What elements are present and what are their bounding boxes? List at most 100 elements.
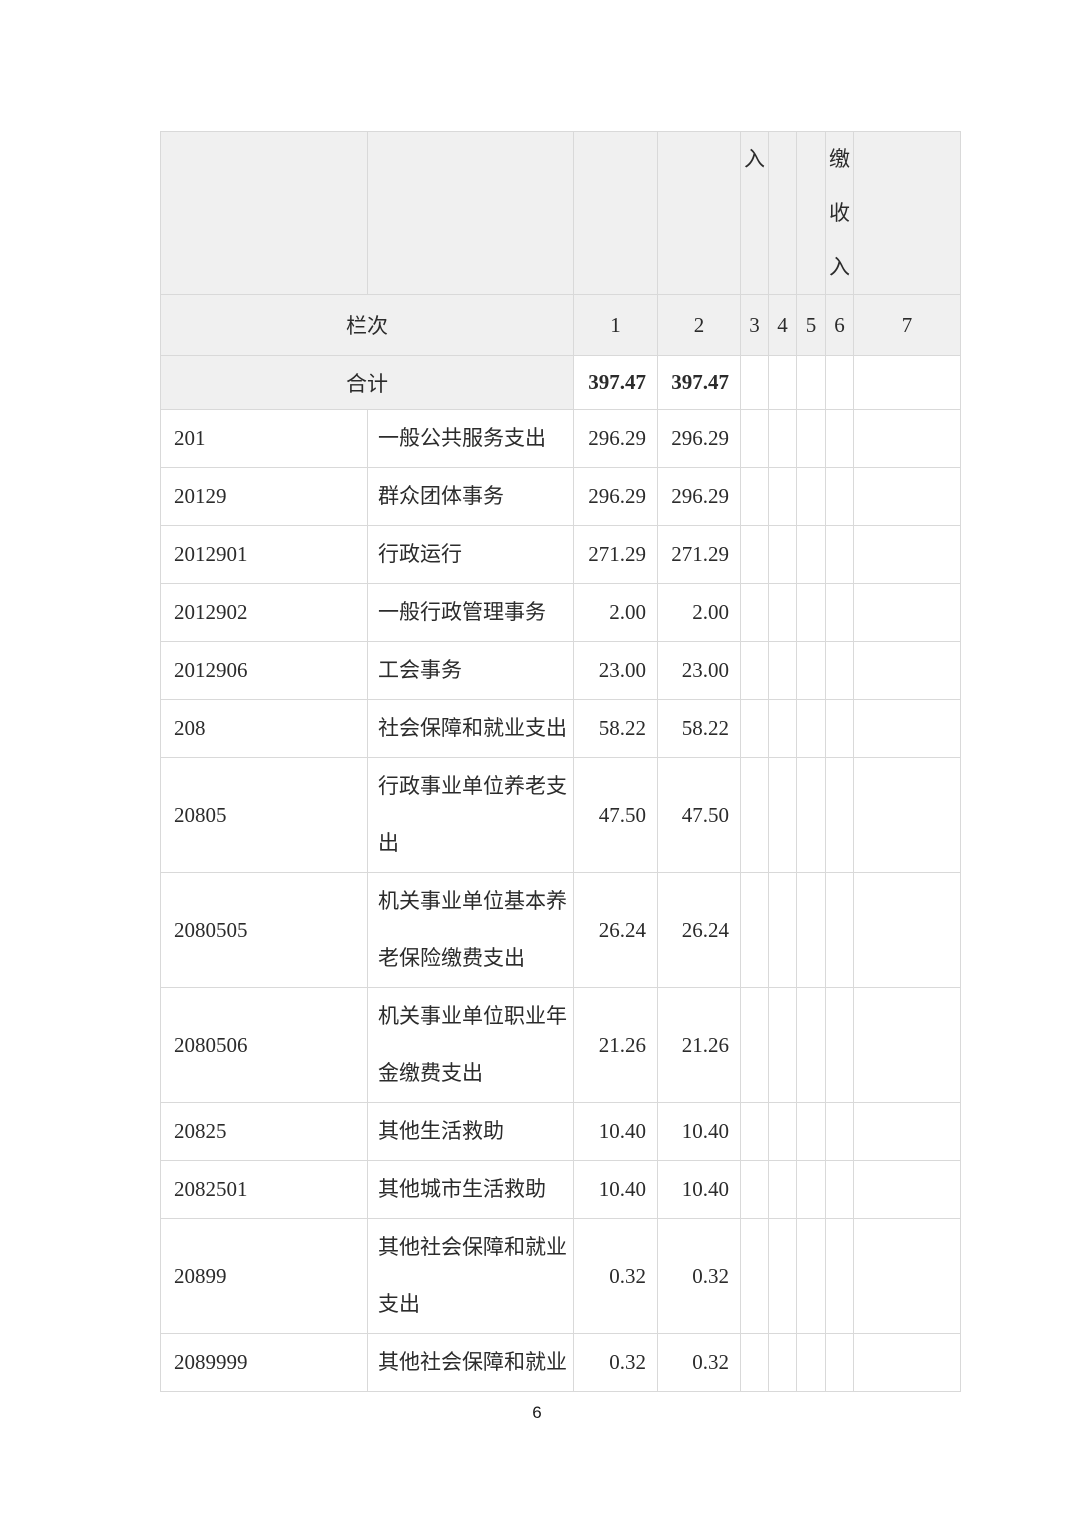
header-col5-cell xyxy=(796,131,826,295)
col1-value-cell: 47.50 xyxy=(573,757,658,873)
table-row: 20825 其他生活救助 10.40 10.40 xyxy=(160,1102,961,1161)
col2-value-cell: 296.29 xyxy=(657,467,741,526)
column-number-3: 3 xyxy=(740,294,769,356)
column-number-5: 5 xyxy=(796,294,826,356)
function-name-cell: 机关事业单位基本养老保险缴费支出 xyxy=(367,872,574,988)
col4-empty-cell xyxy=(768,583,797,642)
function-name-cell: 社会保障和就业支出 xyxy=(367,699,574,758)
col6-empty-cell xyxy=(825,872,854,988)
col1-value-cell: 58.22 xyxy=(573,699,658,758)
col3-empty-cell xyxy=(740,699,769,758)
table-row: 2012906 工会事务 23.00 23.00 xyxy=(160,641,961,700)
table-row: 2080505 机关事业单位基本养老保险缴费支出 26.24 26.24 xyxy=(160,872,961,988)
col6-empty-cell xyxy=(825,641,854,700)
total-label: 合计 xyxy=(160,355,574,410)
function-code-cell: 2012906 xyxy=(160,641,368,700)
col1-value-cell: 296.29 xyxy=(573,409,658,468)
function-code-cell: 20129 xyxy=(160,467,368,526)
col1-value-cell: 10.40 xyxy=(573,1160,658,1219)
col1-value-cell: 2.00 xyxy=(573,583,658,642)
header-code-cell xyxy=(160,131,368,295)
col6-empty-cell xyxy=(825,1333,854,1392)
column-number-1: 1 xyxy=(573,294,658,356)
table-row: 2082501 其他城市生活救助 10.40 10.40 xyxy=(160,1160,961,1219)
table-row: 2012902 一般行政管理事务 2.00 2.00 xyxy=(160,583,961,642)
function-name-cell: 机关事业单位职业年金缴费支出 xyxy=(367,987,574,1103)
function-code-cell: 20805 xyxy=(160,757,368,873)
col5-empty-cell xyxy=(796,583,826,642)
function-code-cell: 20899 xyxy=(160,1218,368,1334)
col2-value-cell: 2.00 xyxy=(657,583,741,642)
col2-value-cell: 271.29 xyxy=(657,525,741,584)
budget-table: 入 缴 收 入 栏次 1 2 3 4 5 6 7 合计 397.47 397. xyxy=(160,131,961,1392)
total-col5-empty-cell xyxy=(796,355,826,410)
col5-empty-cell xyxy=(796,525,826,584)
table-row: 20805 行政事业单位养老支出 47.50 47.50 xyxy=(160,757,961,873)
col6-empty-cell xyxy=(825,987,854,1103)
table-row: 20899 其他社会保障和就业支出 0.32 0.32 xyxy=(160,1218,961,1334)
function-name-cell: 其他社会保障和就业支出 xyxy=(367,1218,574,1334)
function-name-cell: 行政事业单位养老支出 xyxy=(367,757,574,873)
col4-empty-cell xyxy=(768,641,797,700)
col3-empty-cell xyxy=(740,1160,769,1219)
col2-value-cell: 10.40 xyxy=(657,1160,741,1219)
col6-empty-cell xyxy=(825,1102,854,1161)
column-number-4: 4 xyxy=(768,294,797,356)
col6-empty-cell xyxy=(825,467,854,526)
col6-empty-cell xyxy=(825,699,854,758)
col4-empty-cell xyxy=(768,699,797,758)
function-code-cell: 2089999 xyxy=(160,1333,368,1392)
function-name-cell: 一般公共服务支出 xyxy=(367,409,574,468)
col5-empty-cell xyxy=(796,1160,826,1219)
lanci-label: 栏次 xyxy=(160,294,574,356)
col3-empty-cell xyxy=(740,1218,769,1334)
total-col2-value: 397.47 xyxy=(657,355,741,410)
table-row: 2089999 其他社会保障和就业 0.32 0.32 xyxy=(160,1333,961,1392)
col4-empty-cell xyxy=(768,987,797,1103)
col6-empty-cell xyxy=(825,757,854,873)
col3-empty-cell xyxy=(740,757,769,873)
col3-empty-cell xyxy=(740,467,769,526)
col4-empty-cell xyxy=(768,1102,797,1161)
table-row: 201 一般公共服务支出 296.29 296.29 xyxy=(160,409,961,468)
table-row: 2012901 行政运行 271.29 271.29 xyxy=(160,525,961,584)
function-code-cell: 208 xyxy=(160,699,368,758)
col1-value-cell: 0.32 xyxy=(573,1218,658,1334)
col7-empty-cell xyxy=(853,409,961,468)
col5-empty-cell xyxy=(796,987,826,1103)
header-name-cell xyxy=(367,131,574,295)
function-name-cell: 其他生活救助 xyxy=(367,1102,574,1161)
col5-empty-cell xyxy=(796,1102,826,1161)
col5-empty-cell xyxy=(796,1333,826,1392)
col3-empty-cell xyxy=(740,409,769,468)
column-number-7: 7 xyxy=(853,294,961,356)
col2-value-cell: 47.50 xyxy=(657,757,741,873)
col1-value-cell: 271.29 xyxy=(573,525,658,584)
function-name-cell: 工会事务 xyxy=(367,641,574,700)
header-col3-vertical-label: 入 xyxy=(740,131,769,295)
function-name-cell: 行政运行 xyxy=(367,525,574,584)
col7-empty-cell xyxy=(853,872,961,988)
function-code-cell: 2080506 xyxy=(160,987,368,1103)
column-number-2: 2 xyxy=(657,294,741,356)
total-col3-empty-cell xyxy=(740,355,769,410)
column-index-row: 栏次 1 2 3 4 5 6 7 xyxy=(160,294,961,356)
table-row: 208 社会保障和就业支出 58.22 58.22 xyxy=(160,699,961,758)
col2-value-cell: 58.22 xyxy=(657,699,741,758)
header-col2-cell xyxy=(657,131,741,295)
function-code-cell: 2082501 xyxy=(160,1160,368,1219)
col2-value-cell: 296.29 xyxy=(657,409,741,468)
function-code-cell: 20825 xyxy=(160,1102,368,1161)
col7-empty-cell xyxy=(853,1160,961,1219)
col5-empty-cell xyxy=(796,757,826,873)
total-col6-empty-cell xyxy=(825,355,854,410)
col6-empty-cell xyxy=(825,525,854,584)
col6-empty-cell xyxy=(825,583,854,642)
col7-empty-cell xyxy=(853,1218,961,1334)
table-row: 2080506 机关事业单位职业年金缴费支出 21.26 21.26 xyxy=(160,987,961,1103)
col2-value-cell: 0.32 xyxy=(657,1333,741,1392)
col2-value-cell: 0.32 xyxy=(657,1218,741,1334)
col2-value-cell: 21.26 xyxy=(657,987,741,1103)
col1-value-cell: 10.40 xyxy=(573,1102,658,1161)
col1-value-cell: 21.26 xyxy=(573,987,658,1103)
